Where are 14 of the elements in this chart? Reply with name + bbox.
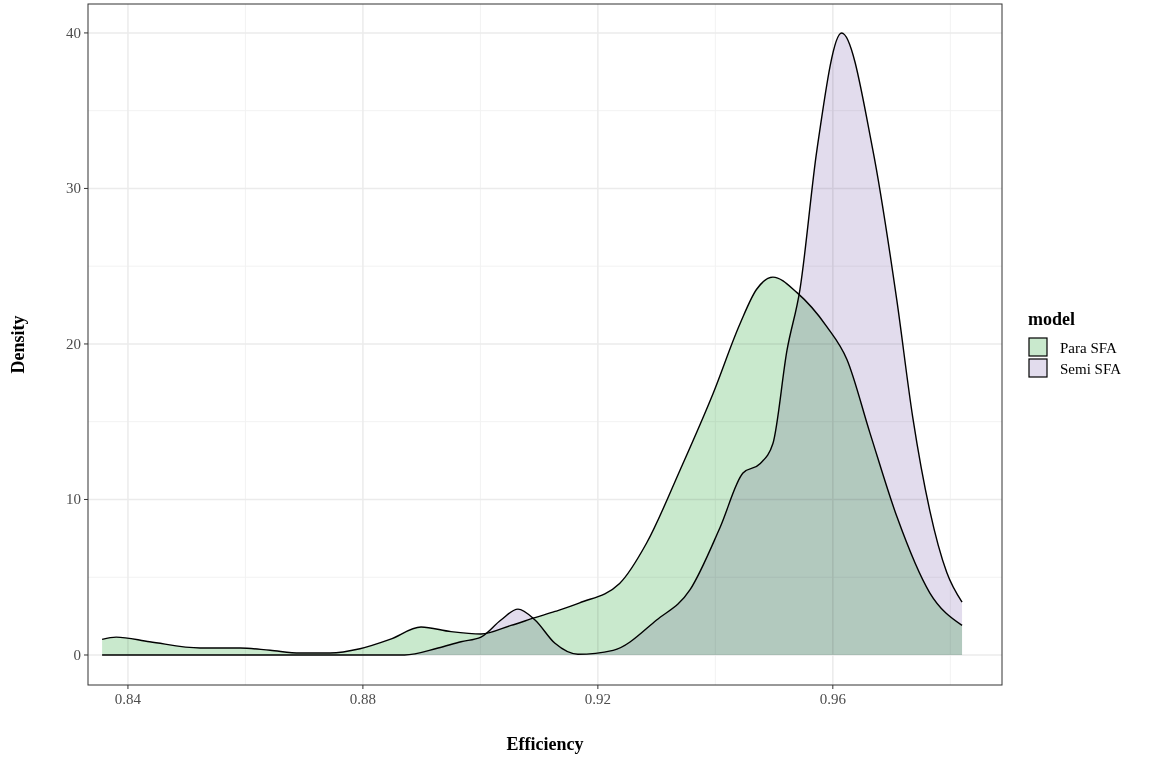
y-tick-label: 10	[66, 491, 81, 508]
y-tick-label: 40	[66, 24, 81, 41]
legend-title: model	[1028, 309, 1075, 329]
x-tick-label: 0.92	[584, 691, 611, 707]
y-axis-title: Density	[8, 315, 28, 374]
x-tick-label: 0.96	[819, 691, 847, 707]
legend-label: Para SFA	[1060, 340, 1117, 356]
legend-label: Semi SFA	[1060, 361, 1122, 377]
x-axis-title: Efficiency	[506, 734, 584, 754]
y-tick-label: 30	[66, 180, 81, 197]
x-tick-label: 0.84	[114, 691, 142, 707]
x-tick-label: 0.88	[349, 691, 377, 707]
y-tick-label: 0	[73, 646, 81, 663]
y-tick-label: 20	[66, 335, 81, 352]
